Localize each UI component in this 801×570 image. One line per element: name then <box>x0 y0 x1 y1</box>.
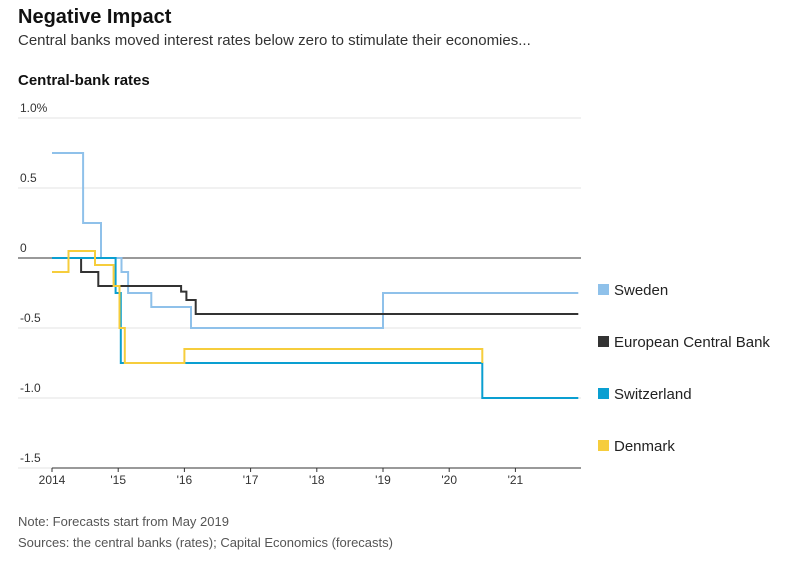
y-tick-label: 1.0% <box>20 101 48 115</box>
x-tick-label: '15 <box>110 473 126 487</box>
legend: Sweden European Central Bank Switzerland De… <box>598 282 770 455</box>
series-line-european-central-bank <box>52 257 579 315</box>
x-tick-label: '18 <box>309 473 325 487</box>
source-note: Sources: the central banks (rates); Capi… <box>18 535 393 550</box>
rates-chart: 1.0% 0.5 0 -0.5 -1.0 -1.5 2014 '15 '16 '17 '18 '19 '… <box>18 101 770 487</box>
x-tick-label: '19 <box>375 473 391 487</box>
x-tick-label: '21 <box>508 473 524 487</box>
x-tick-label: '16 <box>177 473 193 487</box>
legend-swatch-sweden <box>598 284 609 295</box>
chart-title: Central-bank rates <box>18 72 150 89</box>
legend-label-european-central-bank: European Central Bank <box>614 334 770 351</box>
legend-swatch-switzerland <box>598 388 609 399</box>
series-layer <box>52 152 579 399</box>
legend-swatch-denmark <box>598 440 609 451</box>
y-tick-label: -1.5 <box>20 451 41 465</box>
x-tick-label: '17 <box>243 473 259 487</box>
legend-label-switzerland: Switzerland <box>614 386 692 403</box>
x-tick-label: '20 <box>441 473 457 487</box>
series-line-denmark <box>52 250 484 364</box>
axes-layer: 1.0% 0.5 0 -0.5 -1.0 -1.5 2014 '15 '16 '17 '18 '19 '… <box>20 101 581 487</box>
x-tick-label: 2014 <box>39 473 66 487</box>
y-tick-label: -0.5 <box>20 311 41 325</box>
legend-label-denmark: Denmark <box>614 438 675 455</box>
forecast-note: Note: Forecasts start from May 2019 <box>18 514 229 529</box>
page-title: Negative Impact <box>18 6 172 28</box>
y-tick-label: 0 <box>20 241 27 255</box>
y-tick-label: 0.5 <box>20 171 37 185</box>
page-subtitle: Central banks moved interest rates below… <box>18 32 531 49</box>
y-tick-label: -1.0 <box>20 381 41 395</box>
legend-swatch-european-central-bank <box>598 336 609 347</box>
legend-label-sweden: Sweden <box>614 282 668 299</box>
series-line-sweden <box>52 152 579 329</box>
